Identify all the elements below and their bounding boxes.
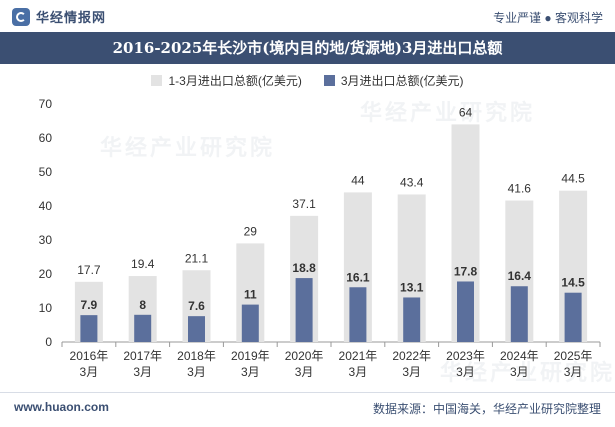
data-label-series-1: 44 <box>351 173 365 187</box>
x-tick-label: 2021年 <box>339 349 378 363</box>
x-tick-label: 2024年 <box>500 349 539 363</box>
data-labels: 17.7 7.9 19.4 8 21.1 7.6 29 11 37.1 18.8 44 16.1 43.… <box>77 105 585 313</box>
data-label-series-2: 7.6 <box>188 299 205 313</box>
legend-item-series-2: 3月进出口总额(亿美元) <box>323 72 464 89</box>
x-tick-label: 2020年 <box>285 349 324 363</box>
data-label-series-2: 13.1 <box>400 280 424 294</box>
x-tick-label: 3月 <box>402 365 421 379</box>
data-label-series-1: 19.4 <box>131 257 155 271</box>
x-tick-label: 3月 <box>510 365 529 379</box>
data-label-series-1: 29 <box>244 224 258 238</box>
bar-series-2 <box>349 287 367 342</box>
x-tick-label: 3月 <box>80 365 99 379</box>
bar-series-2 <box>295 278 313 342</box>
y-tick-label: 60 <box>39 131 53 145</box>
data-label-series-1: 41.6 <box>508 182 532 196</box>
data-label-series-2: 17.8 <box>454 264 478 278</box>
y-tick-label: 0 <box>45 335 52 349</box>
x-tick-label: 2019年 <box>231 349 270 363</box>
bar-series-2 <box>241 304 259 342</box>
x-tick-label: 2023年 <box>446 349 485 363</box>
data-label-series-2: 16.1 <box>346 270 370 284</box>
x-tick-label: 2016年 <box>70 349 109 363</box>
bar-series-2 <box>564 292 582 342</box>
bar-series-2 <box>403 297 421 342</box>
x-tick-label: 3月 <box>564 365 583 379</box>
title-bar: 2016-2025年长沙市(境内目的地/货源地)3月进出口总额 <box>0 32 615 64</box>
data-label-series-2: 18.8 <box>292 261 316 275</box>
footer-website[interactable]: www.huaon.com <box>14 400 109 414</box>
tagline: 专业严谨 ● 客观科学 <box>493 11 603 25</box>
legend-swatch-series-2 <box>323 75 335 86</box>
y-tick-label: 40 <box>39 199 53 213</box>
y-axis: 0 10 20 30 40 50 60 70 <box>39 97 53 349</box>
legend: 1-3月进出口总额(亿美元) 3月进出口总额(亿美元) <box>0 72 615 89</box>
data-label-series-2: 11 <box>244 288 257 302</box>
x-tick-label: 3月 <box>187 365 206 379</box>
data-label-series-1: 37.1 <box>292 197 316 211</box>
bar-series-2 <box>80 315 98 342</box>
data-label-series-2: 16.4 <box>508 269 532 283</box>
top-bar: 华经情报网 专业严谨 ● 客观科学 <box>0 0 615 32</box>
x-tick-label: 3月 <box>295 365 314 379</box>
legend-swatch-series-1 <box>151 75 163 86</box>
x-axis: 2016年 3月 2017年 3月 2018年 3月 2019年 3月 2020年 3月 2021年… <box>61 341 601 379</box>
y-tick-label: 50 <box>39 165 53 179</box>
data-label-series-1: 64 <box>459 105 473 119</box>
x-tick-label: 3月 <box>456 365 475 379</box>
brand-name: 华经情报网 <box>36 10 107 25</box>
data-label-series-1: 21.1 <box>185 251 209 265</box>
x-tick-label: 2022年 <box>392 349 431 363</box>
bar-series-2 <box>457 281 474 342</box>
y-tick-label: 30 <box>39 233 53 247</box>
bars <box>74 124 588 343</box>
data-label-series-1: 44.5 <box>561 172 585 186</box>
brand: 华经情报网 <box>12 7 106 26</box>
data-label-series-1: 43.4 <box>400 175 424 189</box>
y-tick-label: 10 <box>39 301 53 315</box>
footer-divider <box>0 392 615 393</box>
x-tick-label: 3月 <box>241 365 260 379</box>
legend-label-series-1: 1-3月进出口总额(亿美元) <box>168 74 302 88</box>
chart-title: 2016-2025年长沙市(境内目的地/货源地)3月进出口总额 <box>112 39 503 57</box>
data-label-series-2: 14.5 <box>561 276 585 290</box>
x-tick-label: 3月 <box>133 365 152 379</box>
brand-logo-icon <box>12 7 30 26</box>
x-tick-label: 2017年 <box>123 349 162 363</box>
bar-series-2 <box>134 314 152 342</box>
x-tick-label: 2025年 <box>554 349 593 363</box>
bar-series-2 <box>510 286 528 342</box>
x-tick-label: 2018年 <box>177 349 216 363</box>
x-tick-label: 3月 <box>349 365 368 379</box>
legend-item-series-1: 1-3月进出口总额(亿美元) <box>151 72 302 89</box>
bar-series-2 <box>188 316 205 342</box>
data-label-series-2: 7.9 <box>81 298 98 312</box>
y-tick-label: 70 <box>39 97 53 111</box>
data-label-series-2: 8 <box>139 298 146 312</box>
footer-source: 数据来源：中国海关，华经产业研究院整理 <box>372 402 601 416</box>
data-label-series-1: 17.7 <box>77 263 101 277</box>
legend-label-series-2: 3月进出口总额(亿美元) <box>340 74 464 88</box>
y-tick-label: 20 <box>39 267 53 281</box>
